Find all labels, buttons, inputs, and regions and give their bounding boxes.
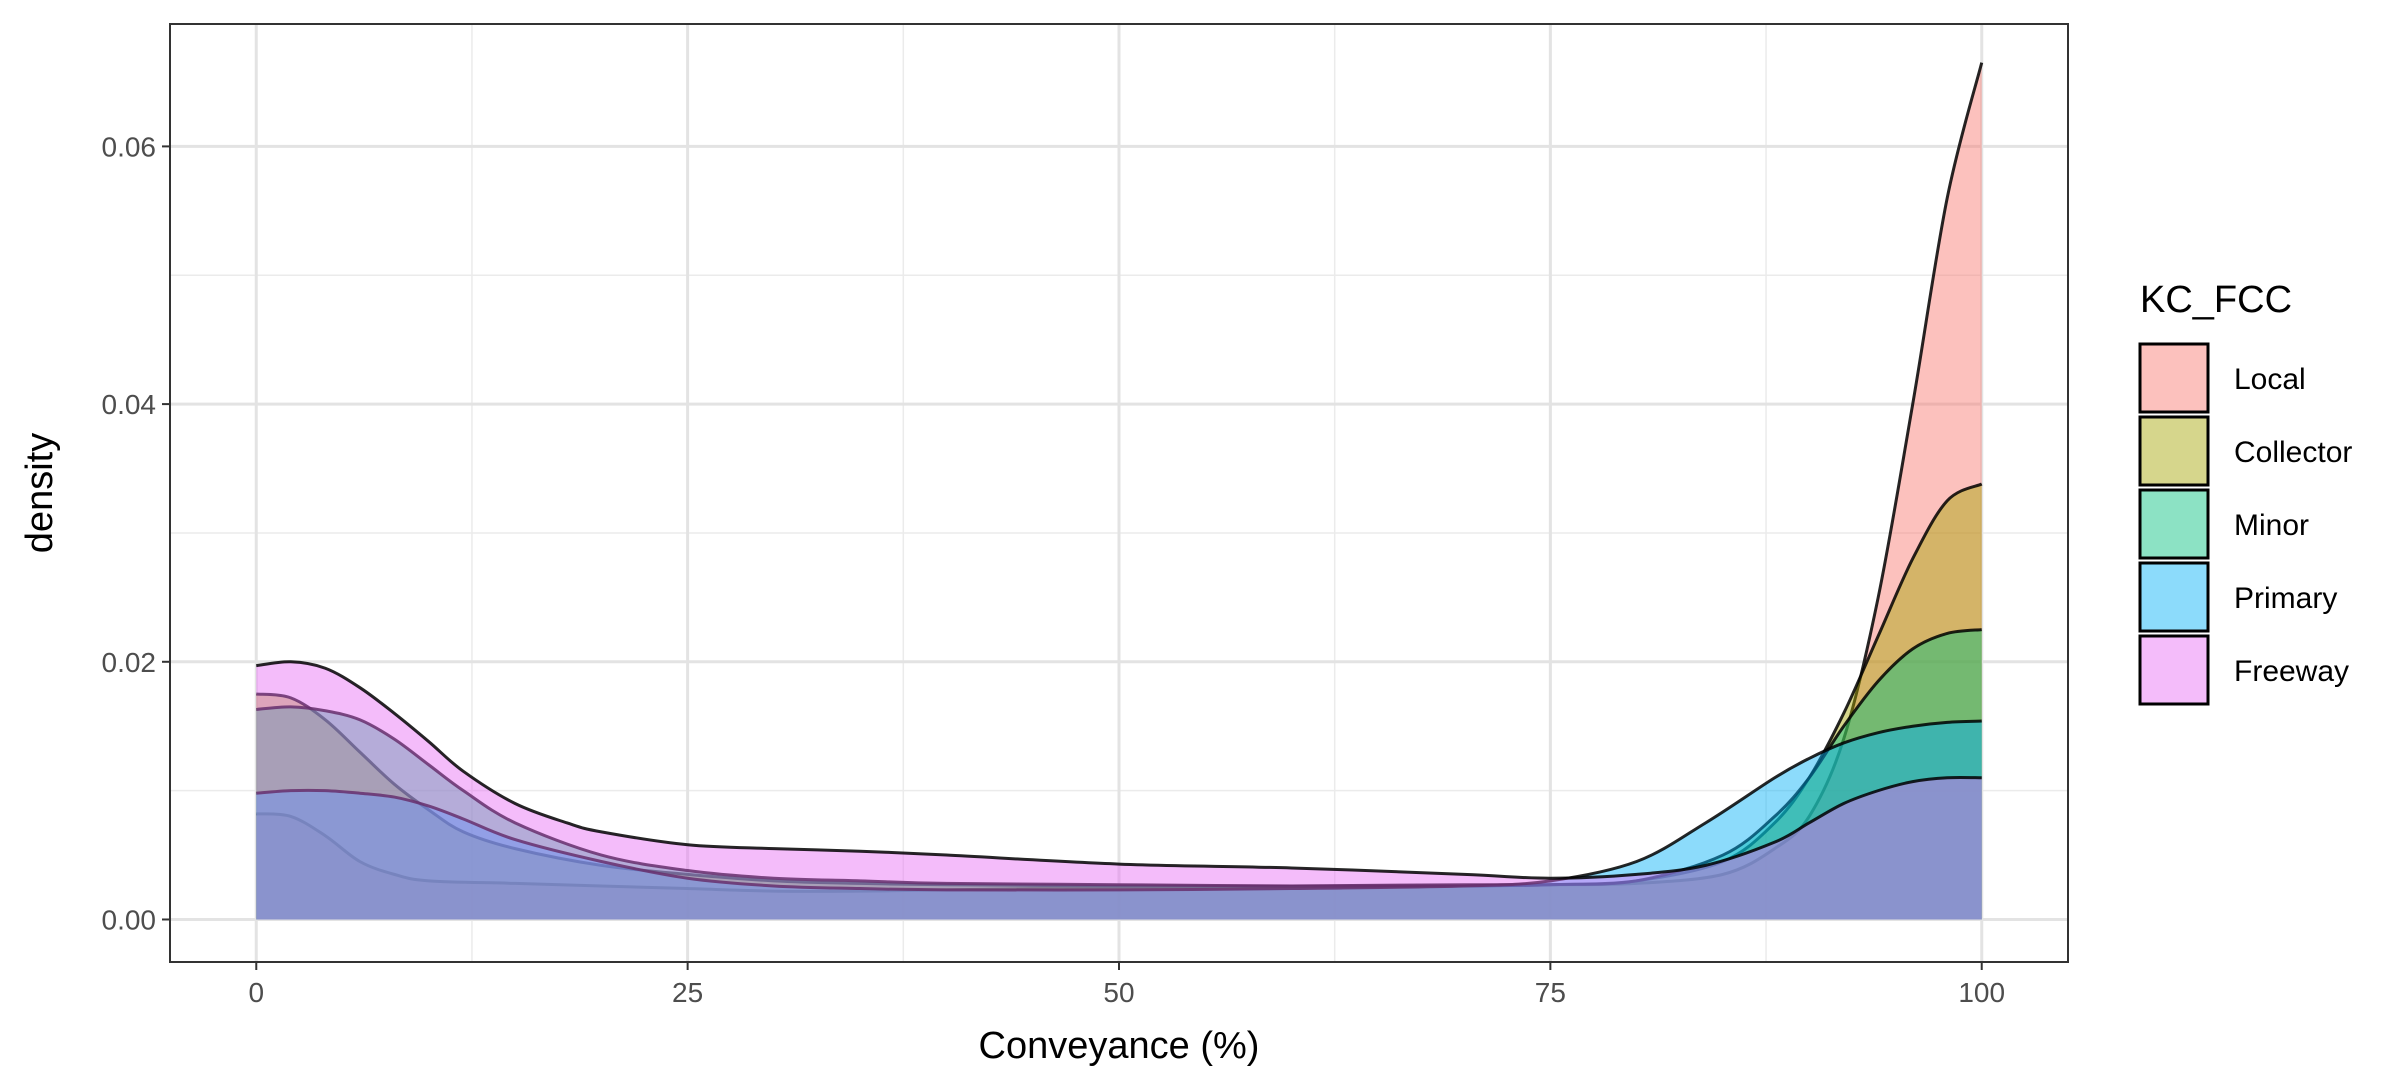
density-area-collector bbox=[256, 483, 1982, 920]
y-tick-label: 0.04 bbox=[102, 389, 157, 420]
density-area-local bbox=[256, 62, 1982, 920]
x-tick-label: 0 bbox=[248, 977, 264, 1008]
y-tick-label: 0.02 bbox=[102, 647, 157, 678]
legend-label-freeway: Freeway bbox=[2234, 655, 2349, 688]
density-line-primary bbox=[256, 719, 1982, 892]
legend-title: KC_FCC bbox=[2140, 279, 2292, 321]
x-tick-label: 25 bbox=[672, 977, 703, 1008]
legend-key-collector bbox=[2138, 415, 2210, 487]
x-tick-label: 100 bbox=[1958, 977, 2005, 1008]
legend-key-bg-minor bbox=[2140, 490, 2208, 558]
x-axis-title: Conveyance (%) bbox=[979, 1025, 1260, 1067]
density-line-freeway bbox=[256, 660, 1982, 880]
legend-label-minor: Minor bbox=[2234, 509, 2309, 542]
legend-key-local bbox=[2138, 342, 2210, 414]
density-line-minor bbox=[256, 628, 1982, 888]
legend-key-minor bbox=[2138, 488, 2210, 560]
legend: KC_FCC Local Collector Minor Primary Freeway bbox=[2138, 279, 2352, 706]
grid-lines bbox=[170, 24, 2068, 962]
y-tick-label: 0.06 bbox=[102, 131, 157, 162]
legend-key-bg-local bbox=[2140, 344, 2208, 412]
legend-key-freeway bbox=[2138, 634, 2210, 706]
axis-ticks: 0 25 50 75 100 0.00 0.02 0.04 0.06 bbox=[102, 131, 2006, 1008]
density-area-freeway bbox=[256, 661, 1982, 920]
density-area-minor bbox=[256, 629, 1982, 920]
density-areas bbox=[256, 62, 1984, 920]
x-tick-label: 50 bbox=[1103, 977, 1134, 1008]
legend-label-local: Local bbox=[2234, 363, 2306, 396]
legend-key-bg-primary bbox=[2140, 563, 2208, 631]
legend-key-bg-freeway bbox=[2140, 636, 2208, 704]
legend-label-primary: Primary bbox=[2234, 582, 2337, 615]
legend-key-bg-collector bbox=[2140, 417, 2208, 485]
y-axis-title: density bbox=[19, 433, 61, 553]
x-tick-label: 75 bbox=[1535, 977, 1566, 1008]
y-tick-label: 0.00 bbox=[102, 904, 157, 935]
legend-key-primary bbox=[2138, 561, 2210, 633]
legend-label-collector: Collector bbox=[2234, 436, 2352, 469]
density-area-primary bbox=[256, 721, 1982, 920]
